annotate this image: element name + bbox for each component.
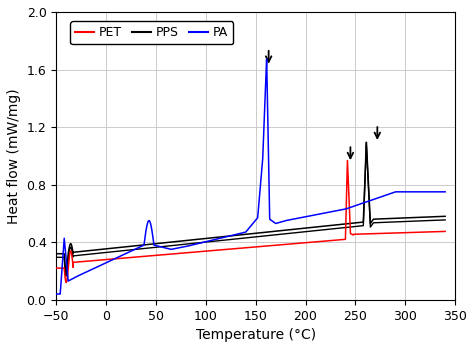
Legend: PET, PPS, PA: PET, PPS, PA bbox=[71, 21, 233, 44]
X-axis label: Temperature (°C): Temperature (°C) bbox=[196, 328, 316, 342]
Y-axis label: Heat flow (mW/mg): Heat flow (mW/mg) bbox=[7, 88, 21, 224]
